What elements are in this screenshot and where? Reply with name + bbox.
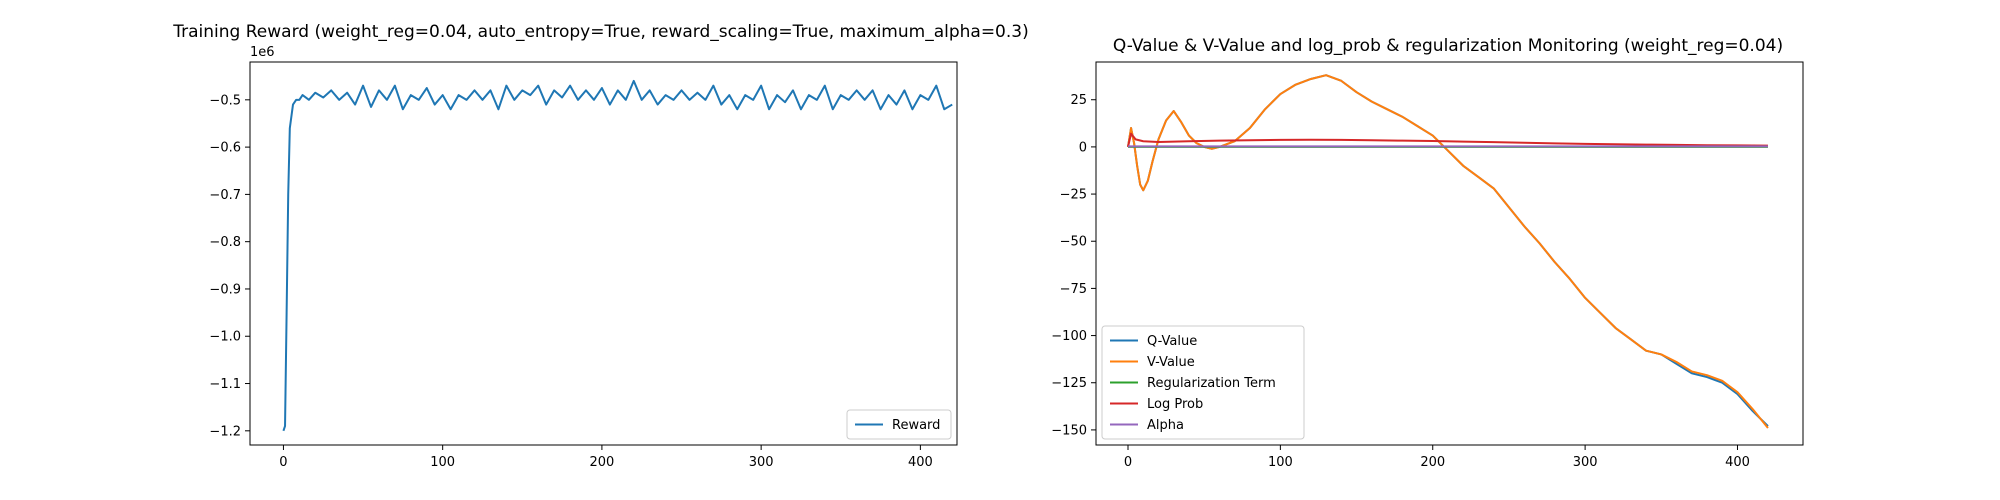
legend-label-regularization-term: Regularization Term — [1147, 376, 1276, 391]
y-tick-label: −25 — [1060, 188, 1087, 203]
reward-chart-title: Training Reward (weight_reg=0.04, auto_e… — [172, 22, 1028, 42]
y-tick-label: −0.5 — [209, 93, 241, 108]
y-tick-label: −1.2 — [209, 424, 241, 439]
reward-chart: Training Reward (weight_reg=0.04, auto_e… — [172, 22, 1028, 470]
y-tick-label: −50 — [1060, 235, 1087, 250]
reward-y-axis: −1.2 −1.1 −1.0 −0.9 −0.8 −0.7 −0.6 −0.5 — [209, 93, 250, 439]
series-line-reward — [282, 79, 953, 432]
reward-legend: Reward — [846, 409, 952, 440]
x-tick-label: 300 — [749, 455, 774, 470]
x-tick-label: 100 — [430, 455, 455, 470]
series-line-log-prob — [1127, 132, 1768, 148]
y-tick-label: −1.0 — [209, 330, 241, 345]
legend-label-reward: Reward — [892, 418, 940, 433]
y-tick-label: −0.9 — [209, 282, 241, 297]
x-tick-label: 0 — [1124, 455, 1132, 470]
plot-frame — [1095, 61, 1804, 446]
monitoring-chart: Q-Value & V-Value and log_prob & regular… — [1051, 36, 1804, 470]
monitoring-y-axis: −150 −125 −100 −75 −50 −25 0 25 — [1051, 93, 1096, 438]
y-tick-label: −0.7 — [209, 188, 241, 203]
plot-frame — [249, 61, 958, 446]
y-tick-label: 0 — [1079, 140, 1087, 155]
legend-label-q-value: Q-Value — [1147, 334, 1197, 349]
y-tick-label: −125 — [1051, 376, 1087, 391]
x-tick-label: 400 — [1725, 455, 1750, 470]
y-tick-label: −0.6 — [209, 141, 241, 156]
y-tick-label: −100 — [1051, 329, 1087, 344]
legend-label-v-value: V-Value — [1147, 355, 1195, 370]
y-tick-label: −0.8 — [209, 235, 241, 250]
series-line-v-value — [1127, 74, 1769, 429]
x-tick-label: 300 — [1573, 455, 1598, 470]
monitoring-plot-area — [1095, 61, 1804, 446]
monitoring-legend: Q-Value V-Value Regularization Term Log Pro… — [1101, 325, 1305, 440]
x-tick-label: 200 — [589, 455, 614, 470]
x-tick-label: 0 — [279, 455, 287, 470]
legend-label-alpha: Alpha — [1147, 418, 1184, 433]
legend-box — [846, 409, 952, 440]
x-tick-label: 100 — [1268, 455, 1293, 470]
y-tick-label: −1.1 — [209, 377, 241, 392]
y-tick-label: −150 — [1051, 423, 1087, 438]
y-tick-label: −75 — [1060, 282, 1087, 297]
legend-box — [1101, 325, 1305, 440]
y-tick-label: 25 — [1070, 93, 1087, 108]
monitoring-x-axis: 0 100 200 300 400 — [1124, 445, 1750, 470]
x-tick-label: 400 — [908, 455, 933, 470]
x-tick-label: 200 — [1420, 455, 1445, 470]
reward-x-axis: 0 100 200 300 400 — [279, 445, 933, 470]
legend-label-log-prob: Log Prob — [1147, 397, 1203, 412]
monitoring-chart-title: Q-Value & V-Value and log_prob & regular… — [1113, 36, 1783, 56]
reward-plot-area — [249, 61, 958, 446]
reward-chart-offset-text: 1e6 — [250, 45, 275, 60]
